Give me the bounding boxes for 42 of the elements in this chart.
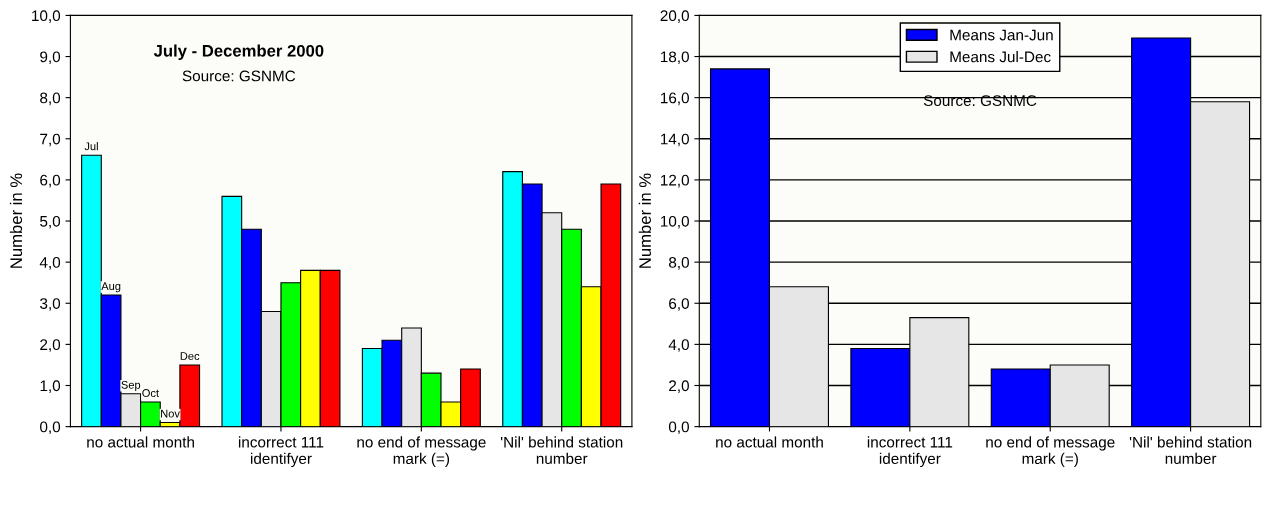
- y-tick-label: 16,0: [661, 92, 689, 106]
- y-tick-label: 0,0: [668, 421, 689, 435]
- text: July - December 2000: [153, 44, 324, 60]
- y-tick-label: 2,0: [40, 339, 61, 352]
- x-tick-label: incorrect 111 identifyer: [238, 436, 324, 468]
- annotation: Source: GSNMC: [182, 70, 296, 82]
- y-tick-label: 10,0: [32, 10, 61, 23]
- x-tick-label: incorrect 111 identifyer: [867, 436, 953, 468]
- y-tick-label: 5,0: [40, 215, 61, 229]
- y-tick-label: 0,0: [40, 421, 61, 435]
- y-tick-label: 2,0: [669, 380, 689, 393]
- x-tick-label: no actual month: [716, 436, 823, 448]
- legend-label: Means Jul-Dec: [950, 51, 1051, 63]
- y-tick-label: 18,0: [661, 51, 689, 65]
- series-label: Aug: [101, 282, 121, 293]
- x-tick-label: 'Nil' behind station number: [1129, 436, 1252, 465]
- x-tick-label: no actual month: [87, 436, 194, 448]
- series-label: Nov: [161, 409, 180, 418]
- y-tick-label: 6,0: [40, 174, 61, 188]
- series-label: Sep: [121, 380, 141, 391]
- y-tick-label: 9,0: [40, 51, 61, 65]
- y-tick-label: 4,0: [668, 339, 689, 352]
- x-tick-label: no end of message mark (=): [357, 436, 486, 468]
- series-label: Dec: [180, 352, 200, 360]
- y-tick-label: 1,0: [40, 380, 61, 393]
- y-tick-label: 4,0: [39, 257, 61, 270]
- x-tick-label: no end of message mark (=): [986, 436, 1115, 468]
- y-tick-label: 6,0: [669, 298, 689, 311]
- x-tick-label: 'Nil' behind station number: [500, 436, 623, 465]
- y-tick-label: 12,0: [661, 174, 689, 188]
- y-tick-label: 10,0: [661, 215, 689, 229]
- y-axis-title: Number in %: [638, 173, 651, 268]
- legend-label: Means Jan-Jun: [950, 29, 1053, 41]
- series-label: Oct: [142, 389, 159, 397]
- y-tick-label: 14,0: [661, 133, 689, 147]
- y-tick-label: 8,0: [669, 257, 689, 270]
- y-axis-title: Number in %: [9, 173, 23, 268]
- y-tick-label: 8,0: [40, 92, 61, 106]
- series-label: Jul: [84, 142, 98, 151]
- y-tick-label: 7,0: [40, 133, 61, 147]
- y-tick-label: 3,0: [40, 298, 61, 311]
- y-tick-label: 20,0: [660, 10, 689, 23]
